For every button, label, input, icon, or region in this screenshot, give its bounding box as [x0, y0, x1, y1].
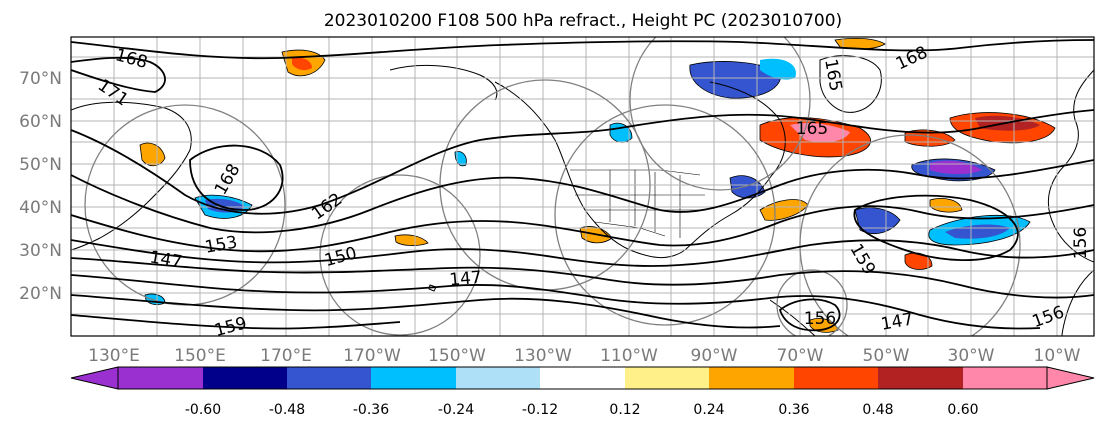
gray-circle-us [554, 104, 776, 326]
contour-153 [71, 257, 1094, 299]
longitude-labels: 130°E 150°E 170°E 170°W 150°W 130°W 110°… [88, 346, 1081, 366]
colorbar-tick--0.36: -0.36 [353, 402, 389, 418]
colorbar-swatch-9 [794, 367, 878, 389]
colorbar-swatch-4 [371, 367, 456, 389]
anomaly-patch-subtropic-orange [394, 234, 429, 246]
lat-label-60n: 60°N [19, 112, 62, 132]
contour-156 [71, 239, 1094, 267]
lon-label-30w: 30°W [948, 346, 995, 366]
contour-144 [71, 314, 401, 330]
colorbar-swatch-3 [287, 367, 371, 389]
colorbar-tick-0.60: 0.60 [947, 402, 978, 418]
colorbar-outline [117, 366, 1048, 390]
lat-label-70n: 70°N [19, 69, 62, 89]
anomaly-patch-pacific-blue-2 [454, 151, 467, 167]
coastline-africa [1061, 269, 1094, 336]
lon-label-130w: 130°W [514, 346, 572, 366]
colorbar-swatch-6 [540, 367, 625, 389]
contour-150 [71, 274, 1041, 330]
contour-168-north [71, 39, 1094, 60]
colorbar-swatch-8 [709, 367, 794, 389]
lat-label-50n: 50°N [19, 155, 62, 175]
contour-168-asia-loop [189, 144, 284, 211]
colorbar-extend-low [70, 366, 119, 390]
border-us-canada [570, 169, 701, 176]
lon-label-10w: 10°W [1034, 346, 1081, 366]
contour-label-156-east: 156 [1071, 227, 1091, 259]
lon-label-170e: 170°E [260, 346, 312, 366]
anomaly-patch-subtropic-blue [854, 207, 901, 234]
anomaly-patch-us-east-blue [729, 175, 766, 199]
colorbar-swatch-5 [456, 367, 540, 389]
lat-label-20n: 20°N [19, 284, 62, 304]
colorbar-tick-0.48: 0.48 [862, 402, 893, 418]
colorbar-tick--0.48: -0.48 [269, 402, 305, 418]
anomaly-patch-greenland-light [760, 58, 796, 80]
gray-circle-central-pacific [319, 174, 481, 336]
contour-147 [71, 294, 781, 329]
lon-label-150e: 150°E [174, 346, 226, 366]
colorbar-tick-0.36: 0.36 [778, 402, 809, 418]
gray-circle-south-atlantic [776, 269, 848, 336]
colorbar-tick--0.24: -0.24 [438, 402, 474, 418]
contour-label-147-central: 147 [449, 268, 483, 291]
colorbar-swatch-11 [963, 367, 1047, 389]
lon-label-130e: 130°E [88, 346, 140, 366]
colorbar-swatch-1 [118, 367, 203, 389]
colorbar-extend-high [1046, 366, 1095, 390]
gray-circle-atlantic [799, 134, 1021, 336]
lon-label-70w: 70°W [777, 346, 824, 366]
lon-label-90w: 90°W [691, 346, 738, 366]
contour-165 [71, 109, 1094, 215]
contour-label-156-south: 156 [804, 309, 836, 329]
lon-label-50w: 50°W [863, 346, 910, 366]
colorbar: -0.60 -0.48 -0.36 -0.24 -0.12 0.12 0.24 … [70, 366, 1095, 418]
colorbar-tick-0.12: 0.12 [609, 402, 640, 418]
anomaly-patch-pacific-north-core [292, 57, 312, 71]
contour-atlantic-loop [853, 194, 1019, 262]
colorbar-swatch-7 [625, 367, 709, 389]
colorbar-swatch-10 [878, 367, 963, 389]
contour-171-loop [71, 56, 166, 93]
contour-156-south-loop [778, 298, 841, 332]
map-frame [70, 36, 1095, 337]
lon-label-170w: 170°W [343, 346, 401, 366]
lon-label-150w: 150°W [428, 346, 486, 366]
anomaly-patch-atlantic-orange-2 [929, 198, 963, 213]
contour-162 [71, 159, 1094, 234]
gray-circle-greenland [629, 37, 811, 191]
lon-label-110w: 110°W [600, 346, 658, 366]
colorbar-swatch-2 [203, 367, 287, 389]
lat-label-30n: 30°N [19, 241, 62, 261]
contour-159 [71, 204, 1094, 253]
colorbar-tick--0.12: -0.12 [522, 402, 558, 418]
contour-label-165-atlantic: 165 [796, 119, 828, 139]
colorbar-tick-0.24: 0.24 [693, 402, 724, 418]
colorbar-tick-labels: -0.60 -0.48 -0.36 -0.24 -0.12 0.12 0.24 … [185, 402, 979, 418]
height-contours [71, 39, 1094, 332]
map-title: 2023010200 F108 500 hPa refract., Height… [324, 11, 842, 31]
coastline-europe [1047, 69, 1094, 263]
colorbar-tick--0.60: -0.60 [185, 402, 221, 418]
latitude-labels: 70°N 60°N 50°N 40°N 30°N 20°N [19, 69, 62, 304]
lat-label-40n: 40°N [19, 198, 62, 218]
coastline-south-america [769, 299, 816, 336]
coastline-greenland [819, 55, 882, 113]
coastline-asia [71, 101, 192, 251]
map-panel: 168 171 168 162 153 147 150 147 168 165 … [70, 36, 1095, 341]
anomaly-patch-greenland [689, 61, 781, 99]
